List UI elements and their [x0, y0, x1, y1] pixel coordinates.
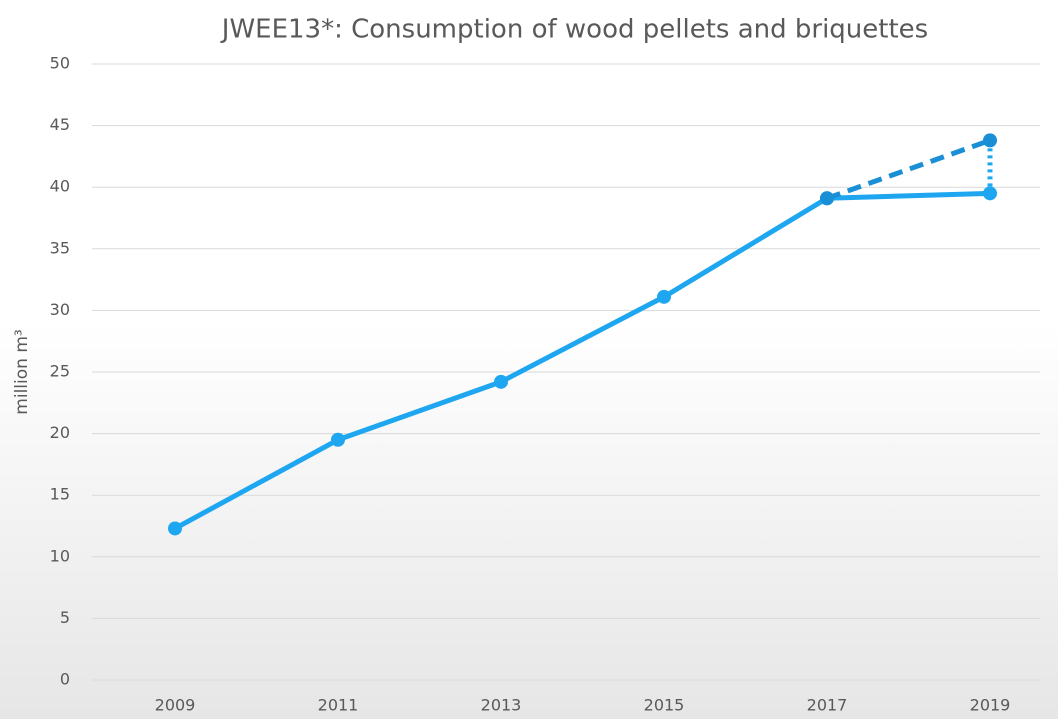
data-point: [331, 432, 345, 447]
y-tick-label: 0: [60, 670, 70, 689]
series-line: [826, 138, 991, 201]
data-point: [657, 289, 671, 304]
data-point: [820, 191, 834, 206]
chart-title: JWEE13*: Consumption of wood pellets and…: [220, 15, 928, 45]
y-tick-label: 20: [50, 423, 70, 442]
series-line: [173, 190, 991, 531]
data-point: [983, 186, 997, 201]
data-point: [168, 521, 182, 536]
x-tick-label: 2019: [970, 696, 1011, 715]
x-tick-label: 2013: [481, 696, 522, 715]
data-point: [494, 374, 508, 389]
x-tick-label: 2011: [318, 696, 359, 715]
x-tick-label: 2009: [155, 696, 196, 715]
y-tick-label: 5: [60, 608, 70, 627]
y-tick-label: 40: [50, 177, 70, 196]
y-tick-label: 50: [50, 54, 70, 73]
y-tick-label: 45: [50, 115, 70, 134]
x-tick-label: 2017: [807, 696, 848, 715]
y-axis-label: million m³: [12, 329, 32, 414]
y-tick-label: 10: [50, 546, 70, 565]
y-tick-label: 25: [50, 362, 70, 381]
y-tick-label: 30: [50, 300, 70, 319]
y-tick-label: 15: [50, 485, 70, 504]
x-tick-label: 2015: [644, 696, 685, 715]
data-point: [983, 133, 997, 148]
y-tick-label: 35: [50, 238, 70, 257]
